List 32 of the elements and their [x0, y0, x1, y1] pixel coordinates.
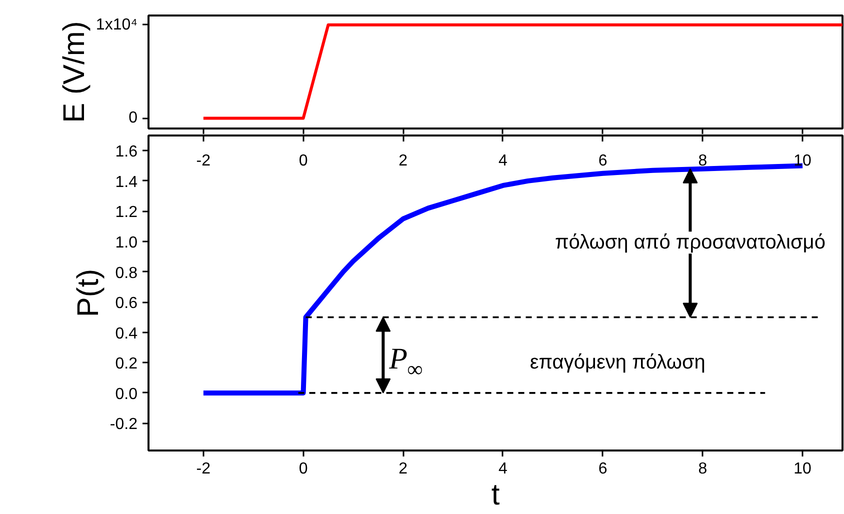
y-tick-label: 0.0 — [115, 386, 138, 403]
x-tick-label: 2 — [398, 152, 408, 170]
x2-tick-label: -2 — [196, 460, 211, 478]
y-tick-label: 0 — [128, 110, 138, 127]
x2-tick-label: 0 — [298, 460, 308, 478]
y-tick-label: 1x10⁴ — [96, 16, 138, 34]
x2-tick-label: 4 — [498, 460, 508, 478]
annotation: P∞ — [388, 342, 423, 382]
x-tick-label: -2 — [196, 152, 211, 170]
x2-tick-label: 6 — [598, 460, 608, 478]
x-tick-label: 0 — [298, 152, 308, 170]
y-tick-label: 1.0 — [115, 234, 138, 252]
x-tick-label: 10 — [794, 152, 812, 170]
y-tick-label: 1.6 — [115, 144, 138, 161]
x-tick-label: 6 — [598, 152, 608, 170]
annotation: πόλωση από προσανατολισμό — [554, 232, 826, 254]
annotation: επαγόμενη πόλωση — [530, 351, 706, 374]
x2-tick-label: 10 — [794, 460, 812, 478]
x-tick-label: 8 — [698, 152, 708, 170]
x2-tick-label: 8 — [698, 460, 708, 478]
y-axis-title: E (V/m) — [58, 21, 91, 123]
y-tick-label: 0.2 — [115, 356, 138, 373]
y-tick-label: 1.4 — [115, 174, 138, 191]
y-tick-label: 0.8 — [115, 264, 138, 282]
y-tick-label: 0.4 — [115, 325, 138, 342]
x-axis-title: t — [491, 478, 500, 512]
y-tick-label: 0.6 — [115, 295, 138, 312]
y-axis-title: P(t) — [72, 268, 105, 318]
y-tick-label: -0.2 — [110, 416, 138, 434]
x2-tick-label: 2 — [398, 460, 408, 478]
y-tick-label: 1.2 — [115, 204, 138, 222]
x-tick-label: 4 — [498, 152, 508, 170]
